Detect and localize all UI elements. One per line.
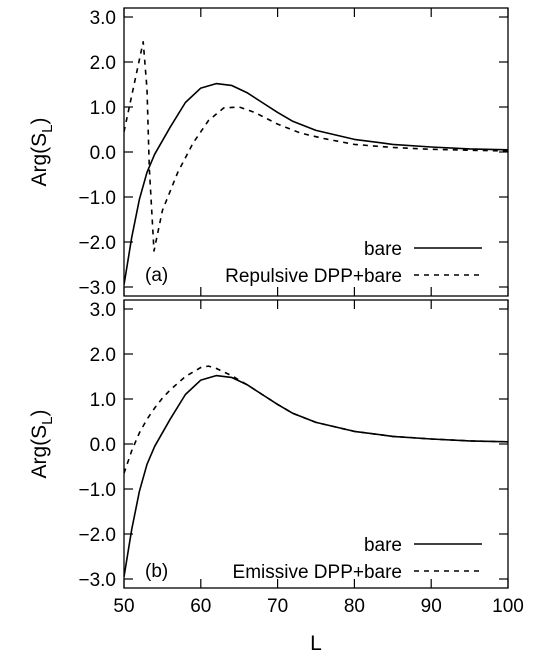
y-axis-title-close: ) — [28, 117, 51, 124]
y-tick-label: 0.0 — [90, 143, 116, 164]
x-tick-label: 70 — [267, 596, 288, 617]
y-tick-label: −1.0 — [78, 480, 116, 501]
x-tick-label: 100 — [492, 596, 524, 617]
plot-frame — [123, 7, 509, 297]
y-axis-title-base: Arg(S — [28, 425, 51, 479]
series-line-bare — [124, 82, 508, 285]
y-tick-label: 1.0 — [90, 98, 116, 119]
x-axis-title: L — [310, 632, 322, 655]
y-axis-title-sub: L — [39, 416, 56, 424]
y-tick-label: 3.0 — [90, 8, 116, 29]
legend-label: Emissive DPP+bare — [233, 562, 402, 583]
x-tick-label: 50 — [113, 596, 134, 617]
panel-label: (b) — [145, 561, 168, 582]
y-axis-title-sub: L — [39, 124, 56, 132]
y-axis-title: Arg(SL) — [28, 409, 56, 478]
legend-label: Repulsive DPP+bare — [225, 266, 402, 287]
y-tick-label: −2.0 — [78, 525, 116, 546]
y-tick-label: −1.0 — [78, 188, 116, 209]
series-line-repulsive-dpp-bare — [124, 41, 508, 252]
y-tick-label: 1.0 — [90, 390, 116, 411]
y-tick-label: −3.0 — [78, 278, 116, 299]
y-tick-label: 3.0 — [90, 300, 116, 321]
y-tick-label: 0.0 — [90, 435, 116, 456]
panel-b: 3.02.01.00.0−1.0−2.0−3.050 60 70 80 90 100LAr… — [28, 299, 524, 655]
legend-label: bare — [364, 239, 402, 260]
y-axis-title: Arg(SL) — [28, 117, 56, 186]
y-tick-label: 2.0 — [90, 345, 116, 366]
series-line-bare — [124, 374, 508, 577]
y-tick-label: −3.0 — [78, 570, 116, 591]
panel-label: (a) — [145, 265, 168, 286]
x-tick-label: 80 — [344, 596, 365, 617]
y-axis-title-base: Arg(S — [28, 133, 51, 187]
series-line-emissive-dpp-bare — [124, 365, 508, 474]
y-tick-label: 2.0 — [90, 53, 116, 74]
panel-a: 3.0 2.0 1.0 0.0 −1.0 −2.0 −3.0 Arg(SL) (a) bare Re… — [28, 7, 509, 299]
legend-label: bare — [364, 535, 402, 556]
x-tick-label: 60 — [190, 596, 211, 617]
y-tick-label: −2.0 — [78, 233, 116, 254]
y-axis-title-close: ) — [28, 409, 51, 416]
x-tick-label: 90 — [421, 596, 442, 617]
